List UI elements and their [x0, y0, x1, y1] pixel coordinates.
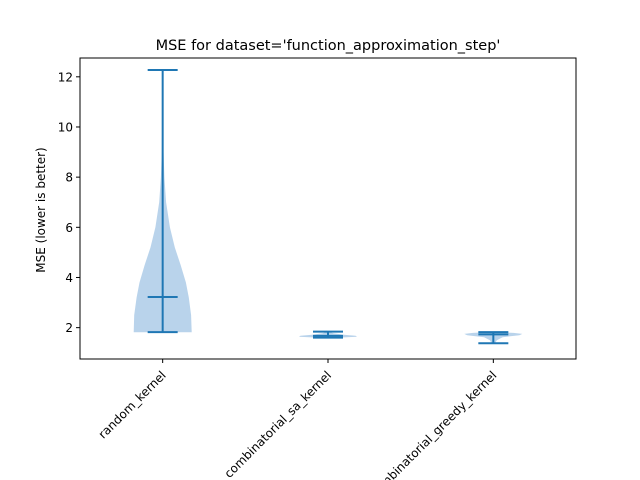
- y-axis-label: MSE (lower is better): [34, 147, 48, 272]
- y-tick-label: 6: [65, 221, 73, 235]
- x-tick-label: combinatorial_greedy_kernel: [367, 368, 499, 480]
- y-axis-ticks: 2 4 6 8 10 12: [58, 70, 80, 335]
- x-tick-label: combinatorial_sa_kernel: [222, 368, 335, 480]
- chart-title: MSE for dataset='function_approximation_…: [156, 38, 501, 54]
- y-tick-label: 2: [65, 321, 73, 335]
- y-tick-label: 12: [58, 70, 73, 84]
- x-axis-ticks: random_kernel combinatorial_sa_kernel comb…: [96, 359, 499, 480]
- y-tick-label: 10: [58, 120, 73, 134]
- x-tick-label: random_kernel: [96, 368, 169, 441]
- y-tick-label: 4: [65, 271, 73, 285]
- violins-layer: [133, 69, 523, 345]
- y-tick-label: 8: [65, 171, 73, 185]
- plot-frame: [79, 57, 577, 360]
